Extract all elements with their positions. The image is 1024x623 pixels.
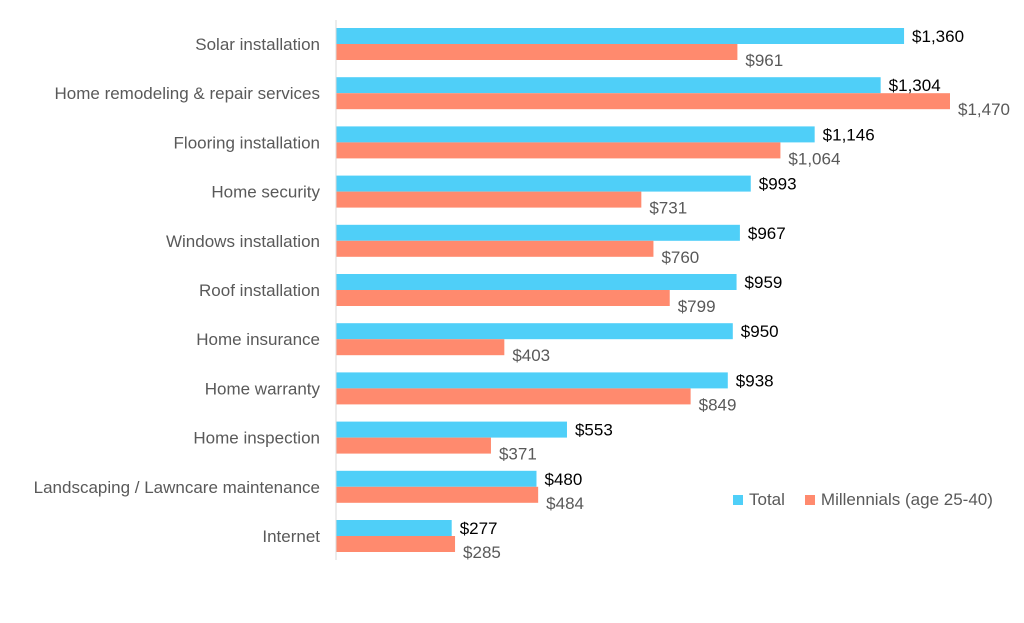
data-label-millennials: $799 <box>678 297 716 316</box>
category-label: Home inspection <box>193 429 320 448</box>
bar-millennials <box>336 437 491 454</box>
legend-swatch-millennials <box>804 495 815 505</box>
legend-item-millennials: Millennials (age 25-40) <box>804 490 993 510</box>
data-label-millennials: $484 <box>546 494 584 513</box>
bar-millennials <box>336 240 654 257</box>
bar-total <box>336 421 567 438</box>
bar-total <box>336 224 740 241</box>
bar-millennials <box>336 44 738 60</box>
data-label-millennials: $285 <box>463 543 501 562</box>
data-label-total: $1,146 <box>823 125 875 144</box>
legend-item-total: Total <box>733 490 785 510</box>
legend-label-millennials: Millennials (age 25-40) <box>820 490 993 509</box>
data-label-total: $277 <box>460 519 498 538</box>
labels-group: Solar installation $1,360 $961 Home remodel… <box>34 27 1010 562</box>
bar-millennials <box>336 191 642 208</box>
data-label-millennials: $961 <box>745 51 783 70</box>
category-label: Home remodeling & repair services <box>55 84 321 103</box>
bar-total <box>336 520 452 536</box>
data-label-total: $1,360 <box>912 27 964 46</box>
legend-swatch-total <box>733 495 743 505</box>
category-label: Internet <box>262 527 320 546</box>
bar-total <box>336 372 728 389</box>
bar-millennials <box>336 290 670 306</box>
data-label-millennials: $1,064 <box>788 149 840 168</box>
data-label-total: $938 <box>736 371 774 390</box>
bars-group <box>336 28 950 552</box>
data-label-total: $950 <box>741 322 779 341</box>
bar-millennials <box>336 486 539 503</box>
data-label-millennials: $849 <box>699 395 737 414</box>
bar-millennials <box>336 536 456 552</box>
category-label: Home warranty <box>205 379 321 398</box>
category-label: Solar installation <box>195 35 320 54</box>
bar-millennials <box>336 388 691 405</box>
data-label-total: $959 <box>745 273 783 292</box>
bar-total <box>336 470 537 487</box>
data-label-millennials: $760 <box>661 248 699 267</box>
bar-millennials <box>336 339 505 356</box>
bar-total <box>336 28 905 44</box>
bar-total <box>336 126 815 143</box>
legend: Total Millennials (age 25-40) <box>733 490 993 510</box>
legend-label-total: Total <box>749 490 785 509</box>
category-label: Home security <box>211 183 320 202</box>
category-label: Flooring installation <box>174 133 320 152</box>
data-label-total: $993 <box>759 175 797 194</box>
data-label-total: $480 <box>544 470 582 489</box>
data-label-millennials: $403 <box>512 346 550 365</box>
category-label: Landscaping / Lawncare maintenance <box>34 478 320 497</box>
category-label: Windows installation <box>166 232 320 251</box>
data-label-millennials: $731 <box>649 199 687 218</box>
bar-total <box>336 274 737 290</box>
bar-total <box>336 175 751 192</box>
bar-total <box>336 323 733 340</box>
data-label-total: $1,304 <box>889 76 941 95</box>
category-label: Roof installation <box>199 281 320 300</box>
data-label-total: $553 <box>575 421 613 440</box>
category-label: Home insurance <box>196 330 320 349</box>
data-label-total: $967 <box>748 224 786 243</box>
data-label-millennials: $1,470 <box>958 100 1010 119</box>
data-label-millennials: $371 <box>499 445 537 464</box>
bar-millennials <box>336 142 781 159</box>
bar-total <box>336 77 881 94</box>
bar-millennials <box>336 93 950 110</box>
